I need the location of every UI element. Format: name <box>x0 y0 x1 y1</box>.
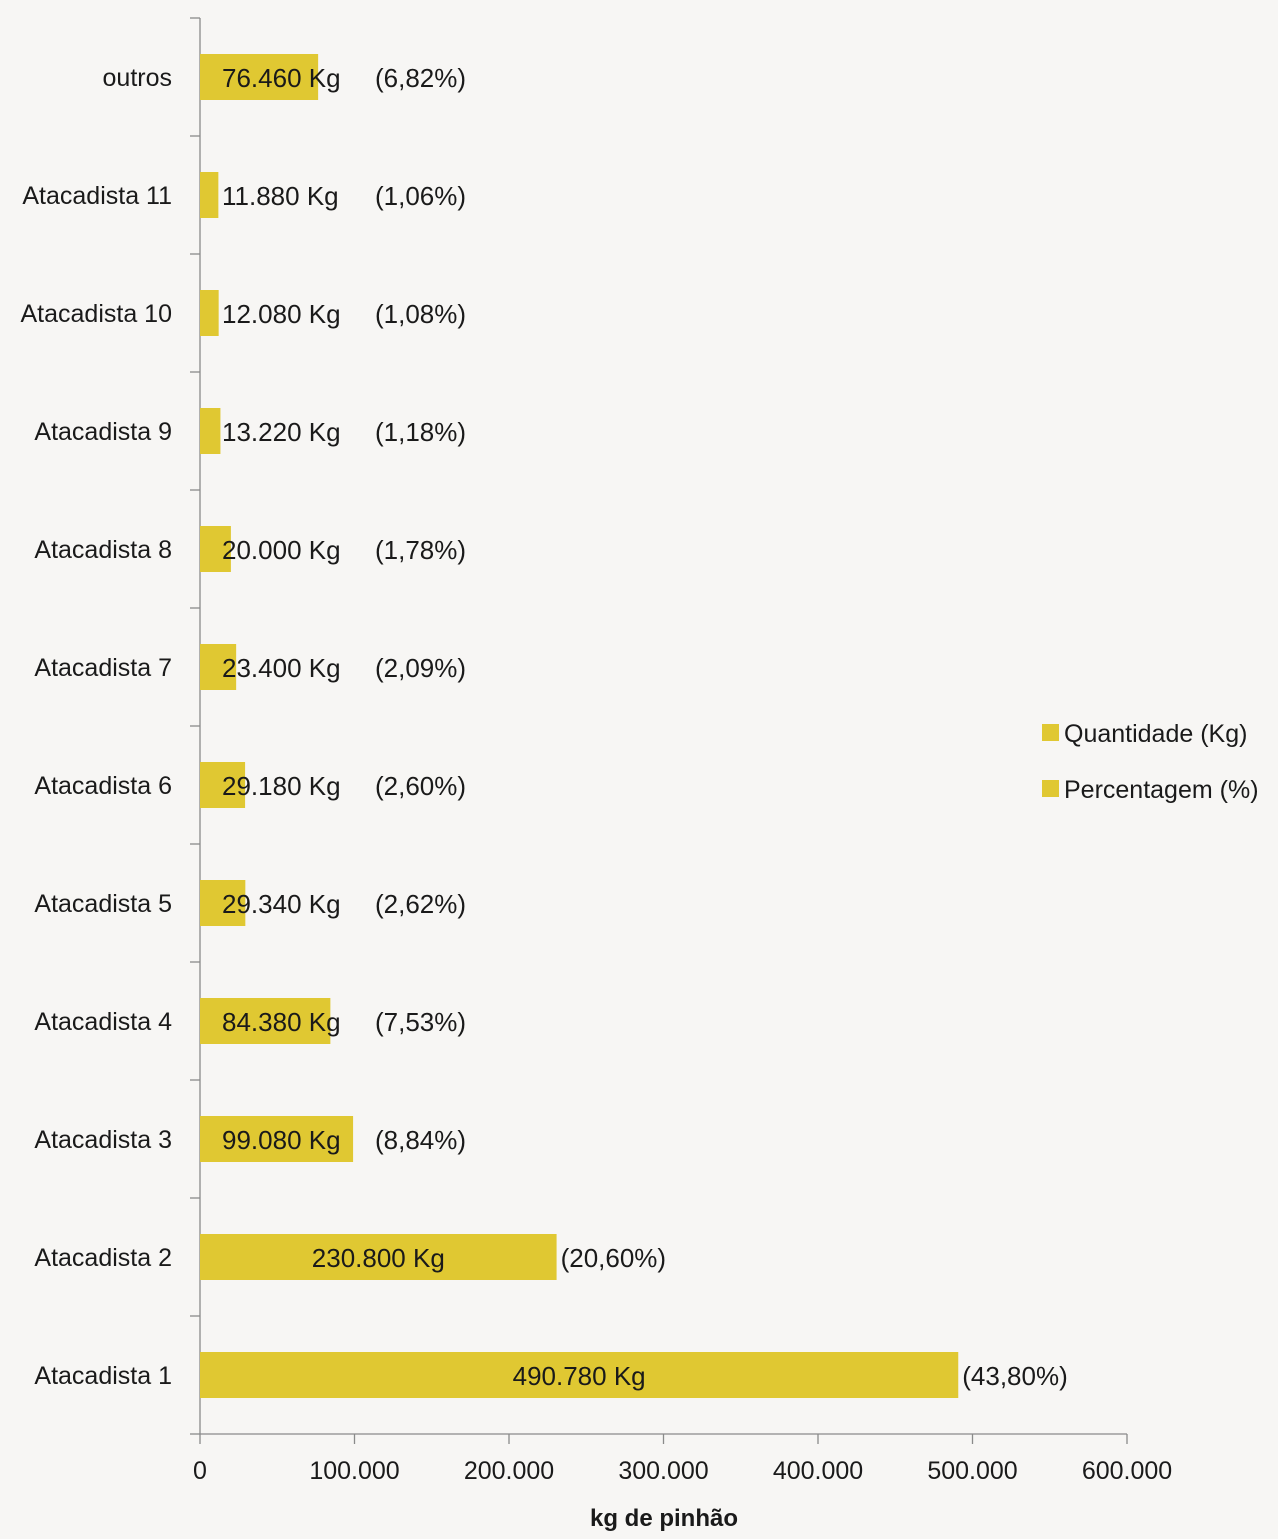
percent-label: (1,18%) <box>375 417 466 447</box>
percent-label: (8,84%) <box>375 1125 466 1155</box>
x-tick-label: 100.000 <box>309 1457 399 1485</box>
bar <box>200 998 331 1044</box>
category-label: Atacadista 10 <box>21 300 173 328</box>
x-tick-label: 600.000 <box>1082 1457 1172 1485</box>
bar <box>200 526 231 572</box>
percent-label: (20,60%) <box>561 1243 667 1273</box>
data-label: 13.220 Kg <box>222 417 341 447</box>
data-label: 11.880 Kg <box>222 181 339 211</box>
bar <box>200 290 219 336</box>
percent-label: (1,06%) <box>375 181 466 211</box>
percent-label: (2,09%) <box>375 653 466 683</box>
x-tick-label: 500.000 <box>927 1457 1017 1485</box>
data-label: 23.400 Kg <box>222 653 341 683</box>
percent-label: (1,08%) <box>375 299 466 329</box>
data-label: 84.380 Kg <box>222 1007 341 1037</box>
data-label: 99.080 Kg <box>222 1125 341 1155</box>
percent-label: (2,62%) <box>375 889 466 919</box>
x-tick-label: 400.000 <box>773 1457 863 1485</box>
percent-label: (2,60%) <box>375 771 466 801</box>
legend-label: Percentagem (%) <box>1064 776 1259 804</box>
data-label: 20.000 Kg <box>222 535 341 565</box>
category-label: Atacadista 8 <box>34 536 172 564</box>
percent-label: (1,78%) <box>375 535 466 565</box>
category-label: Atacadista 1 <box>34 1362 172 1390</box>
bar <box>200 408 221 454</box>
category-label: Atacadista 11 <box>22 182 172 210</box>
data-label: 29.340 Kg <box>222 889 341 919</box>
x-axis-title: kg de pinhão <box>590 1505 738 1532</box>
x-tick-label: 200.000 <box>464 1457 554 1485</box>
bar <box>200 172 219 218</box>
bar <box>200 54 319 100</box>
bar <box>200 880 246 926</box>
category-label: Atacadista 3 <box>34 1126 172 1154</box>
bar <box>200 644 237 690</box>
percent-label: (7,53%) <box>375 1007 466 1037</box>
category-label: Atacadista 7 <box>34 654 172 682</box>
bar <box>200 1352 959 1398</box>
data-label: 29.180 Kg <box>222 771 341 801</box>
category-label: Atacadista 9 <box>34 418 172 446</box>
category-label: Atacadista 2 <box>34 1244 172 1272</box>
bar <box>200 762 246 808</box>
legend-swatch <box>1042 724 1059 741</box>
category-label: Atacadista 6 <box>34 772 172 800</box>
x-tick-label: 300.000 <box>618 1457 708 1485</box>
data-label: 12.080 Kg <box>222 299 341 329</box>
category-label: Atacadista 5 <box>34 890 172 918</box>
x-tick-label: 0 <box>193 1457 207 1485</box>
data-label: 76.460 Kg <box>222 63 341 93</box>
data-label: 490.780 Kg <box>513 1361 646 1391</box>
data-label: 230.800 Kg <box>312 1243 445 1273</box>
bar <box>200 1116 354 1162</box>
bar <box>200 1234 557 1280</box>
percent-label: (43,80%) <box>962 1361 1068 1391</box>
legend-label: Quantidade (Kg) <box>1064 720 1247 748</box>
category-label: Atacadista 4 <box>34 1008 172 1036</box>
category-label: outros <box>103 64 172 92</box>
legend-swatch <box>1042 780 1059 797</box>
percent-label: (6,82%) <box>375 63 466 93</box>
